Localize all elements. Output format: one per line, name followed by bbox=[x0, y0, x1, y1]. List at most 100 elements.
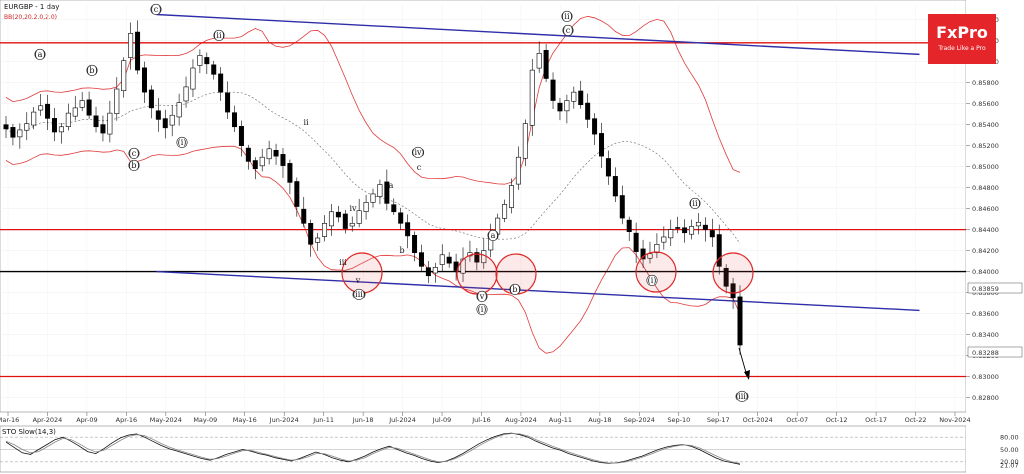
candle bbox=[301, 196, 307, 228]
wave-label: (iii) bbox=[735, 392, 749, 401]
date-tick-label: Jun-2024 bbox=[269, 416, 299, 424]
wave-label-ring bbox=[476, 303, 488, 315]
candle bbox=[176, 93, 182, 126]
candle bbox=[377, 179, 383, 205]
bear-candle-body bbox=[280, 154, 286, 166]
date-tick-label: May-16 bbox=[233, 416, 257, 424]
bear-candle-body bbox=[294, 181, 300, 207]
candle bbox=[412, 231, 418, 262]
wave-label: (i) bbox=[648, 276, 657, 285]
candle bbox=[695, 213, 701, 235]
bull-candle-body bbox=[363, 202, 369, 212]
candle bbox=[405, 214, 411, 249]
candle bbox=[238, 120, 244, 157]
bull-candle-body bbox=[31, 111, 37, 126]
price-tick-label: 0.84000 bbox=[972, 268, 999, 276]
bear-candle-body bbox=[640, 248, 646, 260]
bear-candle-body bbox=[93, 115, 99, 128]
bull-candle-body bbox=[370, 193, 376, 203]
wave-label: (iv) bbox=[411, 148, 424, 157]
price-tick-label: 0.85400 bbox=[972, 121, 999, 129]
price-tick-label: 0.84400 bbox=[972, 226, 999, 234]
bull-candle-body bbox=[169, 114, 175, 126]
bull-candle-body bbox=[502, 204, 508, 219]
wave-label-ring bbox=[34, 48, 46, 60]
date-tick-label: Aug-2024 bbox=[505, 416, 537, 424]
candle bbox=[204, 52, 210, 75]
candle bbox=[128, 22, 134, 70]
candle bbox=[619, 185, 625, 225]
bull-candle-body bbox=[647, 253, 653, 259]
date-ticks: Mar-16 Apr-2024 Apr-09 Apr-16 May-2024 May-09… bbox=[0, 412, 971, 424]
bear-candle-body bbox=[418, 252, 424, 267]
candle bbox=[17, 123, 23, 149]
support-touch-circle bbox=[712, 252, 754, 294]
bear-candle-body bbox=[141, 67, 147, 93]
wave-label: (i) bbox=[178, 138, 187, 147]
candle bbox=[58, 122, 64, 144]
candle bbox=[65, 103, 71, 131]
wave-label-ring bbox=[353, 288, 365, 300]
bull-candle-body bbox=[128, 33, 134, 58]
price-tick-label: 0.85800 bbox=[972, 79, 999, 87]
date-tick-label: Sep-17 bbox=[707, 416, 730, 424]
price-tick-label: 0.85600 bbox=[972, 100, 999, 108]
stochastic-marker-label: 21.07 bbox=[1000, 461, 1019, 469]
bollinger-label: BB(20,20.2.0,2.0) bbox=[4, 14, 57, 21]
candle bbox=[273, 143, 279, 165]
candle bbox=[557, 97, 563, 121]
bull-candle-body bbox=[197, 55, 203, 66]
wave-label: (ii) bbox=[689, 199, 700, 208]
candle bbox=[335, 205, 341, 223]
candle bbox=[328, 204, 334, 236]
logo-tagline: Trade Like a Pro bbox=[937, 45, 986, 52]
candle bbox=[322, 215, 328, 242]
bear-candle-body bbox=[238, 126, 244, 146]
bear-candle-body bbox=[335, 211, 341, 218]
candle bbox=[398, 207, 404, 230]
wave-label: c bbox=[417, 163, 422, 172]
candle bbox=[675, 216, 681, 234]
candle bbox=[294, 177, 300, 217]
chart-title: EURGBP - 1 day bbox=[4, 3, 59, 11]
bear-candle-body bbox=[162, 118, 168, 129]
bull-candle-body bbox=[322, 223, 328, 237]
date-tick-label: Apr-2024 bbox=[33, 416, 63, 424]
candle bbox=[536, 41, 542, 73]
bull-candle-body bbox=[564, 100, 570, 112]
bull-candle-body bbox=[695, 221, 701, 227]
bull-candle-body bbox=[17, 129, 23, 138]
wave-label: (v) bbox=[477, 292, 488, 301]
bull-candle-body bbox=[24, 123, 30, 131]
bollinger-lower bbox=[5, 145, 741, 354]
candle bbox=[543, 44, 549, 83]
bear-candle-body bbox=[308, 223, 314, 245]
candle bbox=[225, 81, 231, 120]
candle bbox=[10, 123, 16, 146]
candle bbox=[425, 261, 431, 284]
date-tick-label: Sep-10 bbox=[667, 416, 690, 424]
candle bbox=[439, 244, 445, 272]
channel-line bbox=[156, 270, 920, 312]
candle bbox=[661, 226, 667, 250]
wave-label: iv bbox=[349, 204, 357, 213]
candle bbox=[418, 244, 424, 272]
bear-candle-body bbox=[626, 219, 632, 233]
candle bbox=[197, 49, 203, 74]
wave-label-ring bbox=[128, 159, 140, 171]
bull-candle-body bbox=[522, 123, 528, 159]
wave-label-ring bbox=[646, 274, 658, 286]
candle bbox=[384, 169, 390, 211]
bull-candle-body bbox=[689, 226, 695, 235]
bollinger-upper bbox=[5, 15, 741, 185]
candle bbox=[370, 188, 376, 208]
stochastic-title: STO Slow(14,3) bbox=[2, 428, 56, 436]
bull-candle-body bbox=[439, 254, 445, 265]
price-tick-label: 0.84800 bbox=[972, 184, 999, 192]
candle bbox=[502, 199, 508, 223]
candle bbox=[45, 94, 51, 131]
candle bbox=[702, 217, 708, 242]
date-tick-label: Apr-16 bbox=[116, 416, 137, 424]
stochastic-tick-label: 20.00 bbox=[1000, 458, 1019, 466]
